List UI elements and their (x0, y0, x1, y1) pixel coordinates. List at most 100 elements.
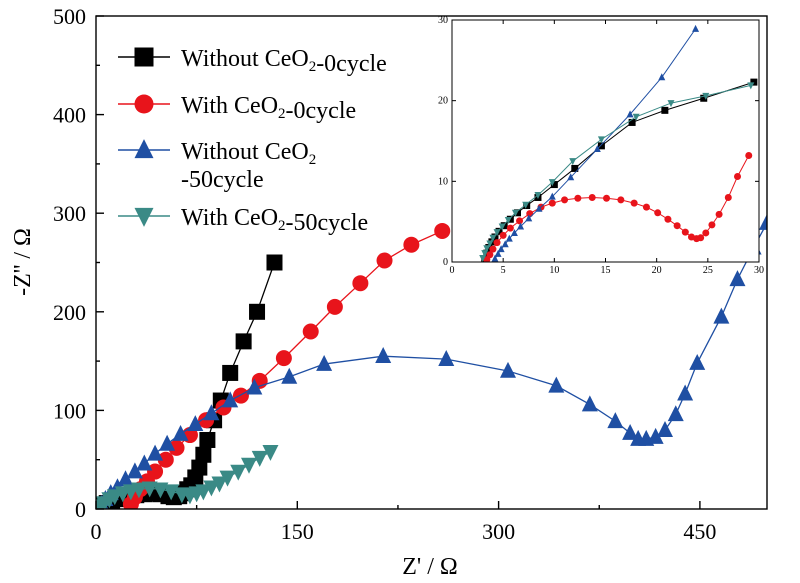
main-point-without-ceo-50cycle (375, 347, 392, 364)
main-point-with-ceo-50cycle (211, 476, 228, 493)
inset-point-without-ceo-50cycle (548, 192, 556, 200)
inset-point-with-ceo-0cycle (493, 239, 501, 247)
inset-x-tick-label: 30 (754, 265, 764, 276)
main-point-with-ceo-0cycle (168, 439, 185, 456)
inset-point-without-ceo-50cycle (593, 145, 601, 153)
legend-label: With CeO2-0cycle (181, 93, 356, 124)
main-point-with-ceo-0cycle (302, 323, 319, 340)
main-point-without-ceo-50cycle (281, 367, 298, 384)
inset-y-tick-label: 30 (438, 15, 448, 26)
main-x-tick-label: 150 (281, 519, 314, 544)
inset-point-with-ceo-0cycle (489, 245, 497, 253)
legend-label: Without CeO2-0cycle (181, 46, 387, 77)
inset-point-with-ceo-0cycle (506, 224, 514, 232)
main-point-without-ceo-50cycle (499, 361, 516, 378)
inset-point-with-ceo-0cycle (526, 210, 534, 218)
inset-point-with-ceo-0cycle (617, 196, 625, 204)
inset-point-with-ceo-0cycle (574, 194, 582, 202)
inset-series-with-ceo-0cycle (483, 152, 753, 262)
inset-point-without-ceo-0cycle (597, 142, 605, 150)
inset-point-with-ceo-0cycle (715, 210, 723, 218)
main-point-with-ceo-50cycle (251, 450, 268, 467)
inset-x-tick-label: 15 (601, 265, 611, 276)
inset-point-with-ceo-0cycle (603, 194, 611, 202)
main-y-tick-label: 0 (75, 497, 86, 522)
legend-marker (134, 47, 154, 67)
main-y-tick-label: 300 (53, 201, 86, 226)
main-point-without-ceo-50cycle (246, 378, 263, 395)
inset-y-tick-label: 10 (438, 176, 448, 187)
inset-point-with-ceo-0cycle (673, 222, 681, 230)
main-point-without-ceo-50cycle (677, 384, 694, 401)
inset-point-without-ceo-50cycle (626, 110, 634, 118)
main-y-tick-label: 100 (53, 398, 86, 423)
main-point-without-ceo-50cycle (117, 470, 134, 487)
inset-x-tick-label: 5 (501, 265, 506, 276)
main-point-without-ceo-0cycle (266, 254, 283, 271)
inset-point-without-ceo-50cycle (497, 245, 505, 253)
inset-point-with-ceo-0cycle (654, 209, 662, 217)
main-point-without-ceo-50cycle (622, 423, 639, 440)
inset-point-with-ceo-50cycle (493, 229, 501, 237)
inset-point-with-ceo-50cycle (522, 201, 530, 209)
main-point-with-ceo-50cycle (203, 480, 220, 497)
main-point-without-ceo-50cycle (126, 462, 143, 479)
inset-point-with-ceo-50cycle (483, 245, 491, 253)
inset-point-without-ceo-50cycle (501, 240, 509, 248)
inset-y-tick-label: 0 (443, 257, 448, 268)
main-point-without-ceo-0cycle (191, 459, 208, 476)
main-point-with-ceo-0cycle (147, 463, 164, 480)
inset-point-with-ceo-0cycle (499, 231, 507, 239)
inset-point-with-ceo-50cycle (489, 234, 497, 242)
legend: Without CeO2-0cycle With CeO2-0cycle Witho… (118, 46, 387, 236)
inset-point-without-ceo-50cycle (658, 73, 666, 81)
inset-point-with-ceo-50cycle (486, 240, 494, 248)
main-point-without-ceo-50cycle (438, 350, 455, 366)
inset-point-without-ceo-50cycle (510, 228, 518, 236)
main-point-without-ceo-50cycle (607, 412, 624, 429)
inset-x-tick-label: 25 (703, 265, 713, 276)
main-point-with-ceo-50cycle (262, 444, 279, 461)
main-point-with-ceo-0cycle (326, 298, 343, 315)
inset-point-with-ceo-0cycle (734, 172, 742, 180)
inset-point-with-ceo-0cycle (516, 217, 524, 225)
main-y-tick-label: 500 (53, 4, 86, 29)
legend-entry-without-ceo-50cycle: Without CeO2-50cycle (118, 139, 316, 193)
main-point-with-ceo-50cycle (230, 464, 247, 481)
legend-entry-with-ceo-0cycle: With CeO2-0cycle (118, 93, 356, 124)
inset-point-without-ceo-50cycle (567, 173, 575, 181)
main-point-without-ceo-50cycle (759, 213, 767, 230)
inset-point-without-ceo-0cycle (550, 181, 558, 189)
legend-entry-without-ceo-0cycle: Without CeO2-0cycle (118, 46, 387, 77)
main-point-with-ceo-50cycle (141, 481, 158, 498)
inset-point-without-ceo-50cycle (517, 222, 525, 230)
inset-point-with-ceo-50cycle (747, 82, 755, 90)
inset-point-with-ceo-50cycle (702, 92, 710, 100)
main-series-line-with-ceo-0cycle (130, 230, 443, 505)
main-point-without-ceo-50cycle (667, 405, 684, 422)
inset-point-without-ceo-50cycle (692, 24, 700, 32)
main-point-without-ceo-50cycle (713, 307, 730, 324)
inset-point-without-ceo-0cycle (628, 118, 636, 126)
main-series-with-ceo-50cycle (96, 444, 279, 509)
main-point-without-ceo-50cycle (136, 454, 153, 471)
inset-y-tick-label: 20 (438, 96, 448, 107)
main-point-without-ceo-0cycle (195, 446, 212, 463)
inset-point-without-ceo-0cycle (750, 78, 758, 86)
inset-plot: 0 5 10 15 20 25 30 0 10 20 30 (438, 15, 764, 276)
main-y-tick-label: 400 (53, 103, 86, 128)
main-point-without-ceo-50cycle (316, 354, 333, 371)
main-point-without-ceo-50cycle (159, 434, 176, 451)
main-point-with-ceo-50cycle (195, 484, 212, 501)
inset-point-with-ceo-0cycle (697, 234, 705, 242)
inset-point-with-ceo-50cycle (569, 158, 577, 166)
inset-point-with-ceo-0cycle (561, 196, 569, 204)
inset-point-with-ceo-0cycle (724, 193, 732, 201)
x-axis-label: Z' / Ω (402, 554, 458, 580)
main-point-with-ceo-50cycle (240, 457, 257, 474)
legend-marker (134, 139, 154, 159)
inset-series-without-ceo-50cycle (491, 24, 700, 262)
inset-point-with-ceo-50cycle (481, 250, 489, 258)
main-axes: Z' / Ω -Z'' / Ω (10, 228, 458, 580)
